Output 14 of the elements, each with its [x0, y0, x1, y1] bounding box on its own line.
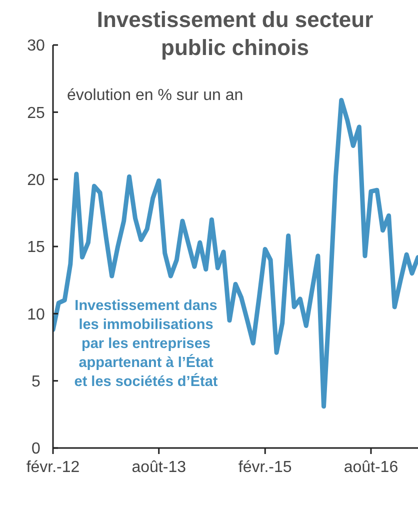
- y-tick-label: 25: [27, 104, 45, 122]
- y-tick-label: 10: [27, 306, 45, 324]
- y-tick-label: 30: [27, 38, 45, 55]
- y-tick-label: 5: [32, 373, 41, 390]
- y-tick-label: 20: [27, 172, 45, 189]
- chart-title: Investissement du secteur public chinois: [96, 7, 374, 60]
- y-tick-label: 0: [32, 440, 41, 458]
- y-tick-label: 15: [27, 239, 45, 256]
- x-tick-label: févr.-12: [26, 459, 80, 476]
- x-tick-label: août-16: [344, 459, 398, 476]
- x-tick-label: août-13: [132, 459, 186, 476]
- series-label: Investissement dans les immobilisations par les entreprises appartenant à l’État et les sociétés d’État: [74, 298, 218, 390]
- x-tick-label: févr.-15: [238, 459, 292, 476]
- text: évolution en % sur un an: [67, 87, 244, 104]
